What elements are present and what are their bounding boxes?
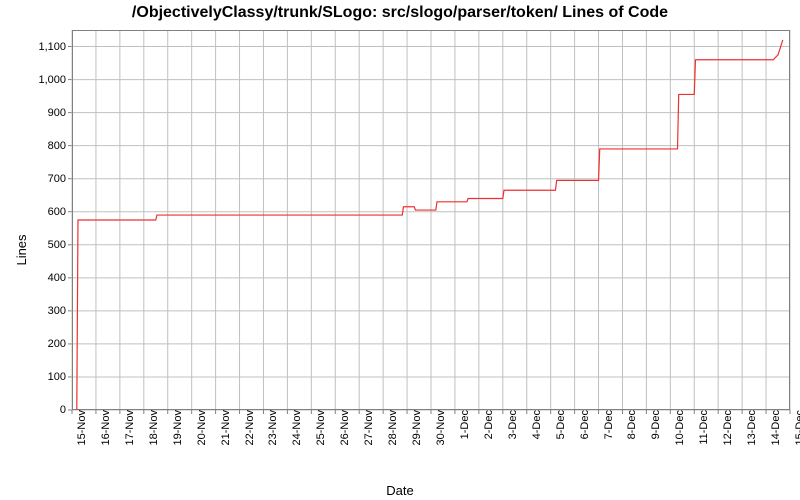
xtick-label: 13-Dec	[742, 410, 758, 445]
xtick-label: 10-Dec	[670, 410, 686, 445]
xtick-label: 29-Nov	[407, 410, 423, 445]
ytick-label: 1,100	[38, 41, 72, 53]
xtick-label: 19-Nov	[168, 410, 184, 445]
plot-area: 01002003004005006007008009001,0001,10015…	[72, 30, 790, 410]
xtick-label: 21-Nov	[216, 410, 232, 445]
grid-lines	[68, 30, 790, 414]
ytick-label: 200	[48, 338, 72, 350]
xtick-label: 8-Dec	[622, 410, 638, 439]
xtick-label: 7-Dec	[599, 410, 615, 439]
ytick-label: 100	[48, 371, 72, 383]
chart-container: /ObjectivelyClassy/trunk/SLogo: src/slog…	[0, 0, 800, 500]
xtick-label: 26-Nov	[335, 410, 351, 445]
xtick-label: 24-Nov	[287, 410, 303, 445]
xtick-label: 11-Dec	[694, 410, 710, 445]
y-axis-label: Lines	[14, 234, 29, 265]
ytick-label: 500	[48, 239, 72, 251]
xtick-label: 3-Dec	[503, 410, 519, 439]
xtick-label: 20-Nov	[192, 410, 208, 445]
xtick-label: 14-Dec	[766, 410, 782, 445]
xtick-label: 6-Dec	[575, 410, 591, 439]
xtick-label: 17-Nov	[120, 410, 136, 445]
xtick-label: 18-Nov	[144, 410, 160, 445]
ytick-label: 900	[48, 107, 72, 119]
ytick-label: 800	[48, 140, 72, 152]
xtick-label: 15-Dec	[790, 410, 800, 445]
xtick-label: 23-Nov	[263, 410, 279, 445]
xtick-label: 28-Nov	[383, 410, 399, 445]
xtick-label: 4-Dec	[527, 410, 543, 439]
data-line	[77, 40, 783, 410]
xtick-label: 5-Dec	[551, 410, 567, 439]
xtick-label: 16-Nov	[96, 410, 112, 445]
ytick-label: 600	[48, 206, 72, 218]
x-axis-label: Date	[0, 483, 800, 498]
chart-title: /ObjectivelyClassy/trunk/SLogo: src/slog…	[0, 4, 800, 22]
xtick-label: 25-Nov	[311, 410, 327, 445]
xtick-label: 2-Dec	[479, 410, 495, 439]
xtick-label: 12-Dec	[718, 410, 734, 445]
ytick-label: 400	[48, 272, 72, 284]
ytick-label: 1,000	[38, 74, 72, 86]
ytick-label: 0	[60, 404, 72, 416]
xtick-label: 30-Nov	[431, 410, 447, 445]
xtick-label: 27-Nov	[359, 410, 375, 445]
plot-svg	[72, 30, 790, 410]
xtick-label: 22-Nov	[240, 410, 256, 445]
ytick-label: 300	[48, 305, 72, 317]
xtick-label: 1-Dec	[455, 410, 471, 439]
xtick-label: 15-Nov	[72, 410, 88, 445]
ytick-label: 700	[48, 173, 72, 185]
xtick-label: 9-Dec	[646, 410, 662, 439]
